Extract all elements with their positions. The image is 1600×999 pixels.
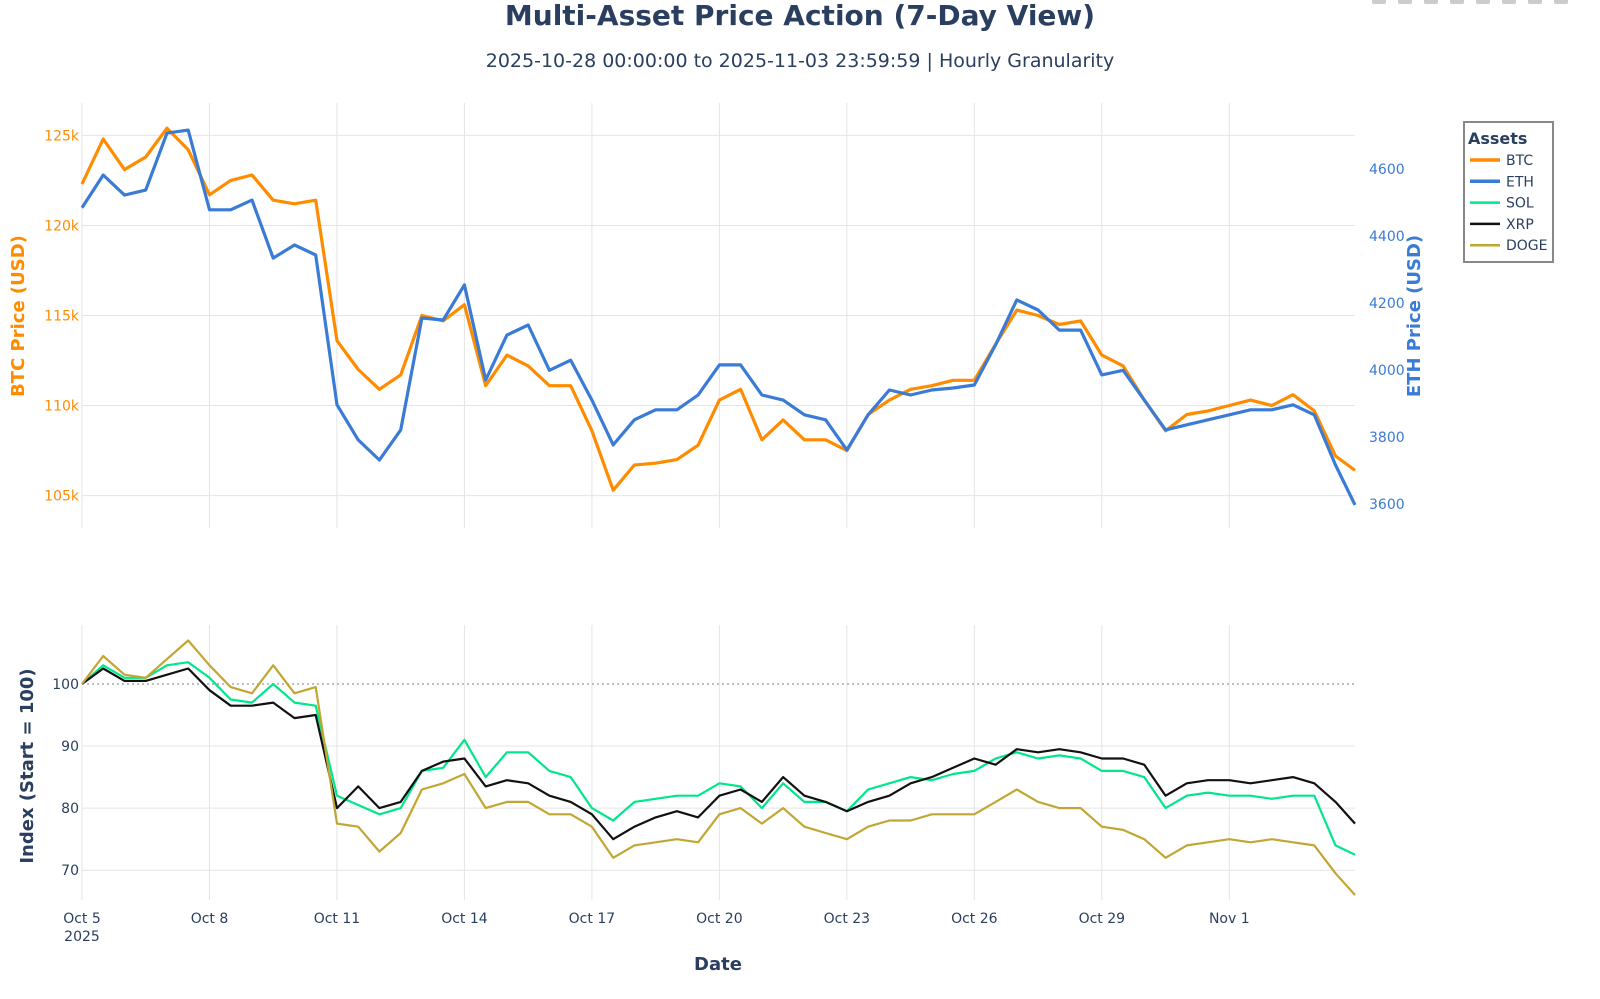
top-gridlines	[81, 103, 1355, 528]
series-line-btc[interactable]	[80, 126, 1356, 492]
bottom-plot-area[interactable]	[81, 639, 1356, 896]
x-tick-label: Oct 26	[951, 911, 998, 927]
x-tick-label: Oct 14	[441, 911, 488, 927]
index-axis-title: Index (Start = 100)	[17, 668, 38, 863]
index-tick-label: 90	[61, 739, 79, 755]
legend-label: SOL	[1506, 196, 1534, 212]
camera-icon[interactable]	[1372, 0, 1386, 4]
btc-tick-label: 125k	[44, 128, 80, 144]
btc-tick-label: 115k	[44, 309, 80, 325]
plotly-logo-icon[interactable]	[1554, 0, 1568, 4]
chart-subtitle: 2025-10-28 00:00:00 to 2025-11-03 23:59:…	[486, 50, 1115, 72]
index-tick-label: 100	[52, 677, 79, 693]
eth-tick-label: 3600	[1369, 497, 1405, 513]
legend-label: BTC	[1506, 153, 1533, 169]
x-tick-year: 2025	[64, 929, 100, 945]
autoscale-icon[interactable]	[1502, 0, 1516, 4]
chart-title: Multi-Asset Price Action (7-Day View)	[505, 0, 1095, 32]
btc-axis-title: BTC Price (USD)	[8, 235, 29, 397]
legend-title: Assets	[1468, 129, 1527, 148]
legend-box	[1463, 121, 1554, 263]
zoom-out-icon[interactable]	[1476, 0, 1490, 4]
pan-icon[interactable]	[1424, 0, 1438, 4]
legend-item-xrp[interactable]: XRP	[1470, 217, 1534, 233]
top-plot-area[interactable]	[80, 126, 1357, 506]
eth-tick-label: 4000	[1369, 363, 1405, 379]
legend-label: DOGE	[1506, 238, 1548, 254]
series-line-eth[interactable]	[80, 128, 1357, 506]
eth-tick-label: 4400	[1369, 229, 1405, 245]
x-tick-label: Nov 1	[1209, 911, 1250, 927]
bottom-gridlines	[81, 625, 1355, 900]
series-line-sol[interactable]	[81, 661, 1356, 856]
eth-axis-title: ETH Price (USD)	[1404, 235, 1425, 397]
zoom-in-icon[interactable]	[1450, 0, 1464, 4]
zoom-icon[interactable]	[1398, 0, 1412, 4]
legend-item-btc[interactable]: BTC	[1470, 153, 1533, 169]
series-line-xrp[interactable]	[81, 667, 1356, 841]
x-tick-label: Oct 17	[569, 911, 615, 927]
x-tick-label: Oct 8	[191, 911, 229, 927]
index-tick-label: 70	[61, 863, 79, 879]
x-tick-label: Oct 23	[824, 911, 870, 927]
x-tick-label: Oct 11	[314, 911, 360, 927]
legend-label: ETH	[1506, 174, 1534, 190]
x-axis-title: Date	[694, 954, 742, 975]
legend: Assets BTC ETH SOL XRP DOGE	[1463, 121, 1554, 263]
legend-item-doge[interactable]: DOGE	[1470, 238, 1548, 254]
eth-tick-label: 4200	[1369, 296, 1405, 312]
legend-label: XRP	[1506, 217, 1534, 233]
x-tick-label: Oct 29	[1079, 911, 1125, 927]
index-tick-label: 80	[61, 801, 79, 817]
legend-item-sol[interactable]: SOL	[1470, 196, 1534, 212]
series-line-doge[interactable]	[81, 639, 1356, 896]
eth-tick-label: 3800	[1369, 430, 1405, 446]
x-tick-label: Oct 20	[696, 911, 742, 927]
axis-ticks: 105k 110k 115k 120k 125k 3600 3800 4000 4200 4400…	[44, 128, 1404, 945]
eth-tick-label: 4600	[1369, 162, 1405, 178]
modebar[interactable]	[1372, 0, 1568, 4]
btc-tick-label: 120k	[44, 218, 80, 234]
btc-tick-label: 105k	[44, 489, 80, 505]
legend-item-eth[interactable]: ETH	[1470, 174, 1534, 190]
reset-axes-icon[interactable]	[1528, 0, 1542, 4]
x-tick-label: Oct 5	[63, 911, 101, 927]
btc-tick-label: 110k	[44, 399, 80, 415]
